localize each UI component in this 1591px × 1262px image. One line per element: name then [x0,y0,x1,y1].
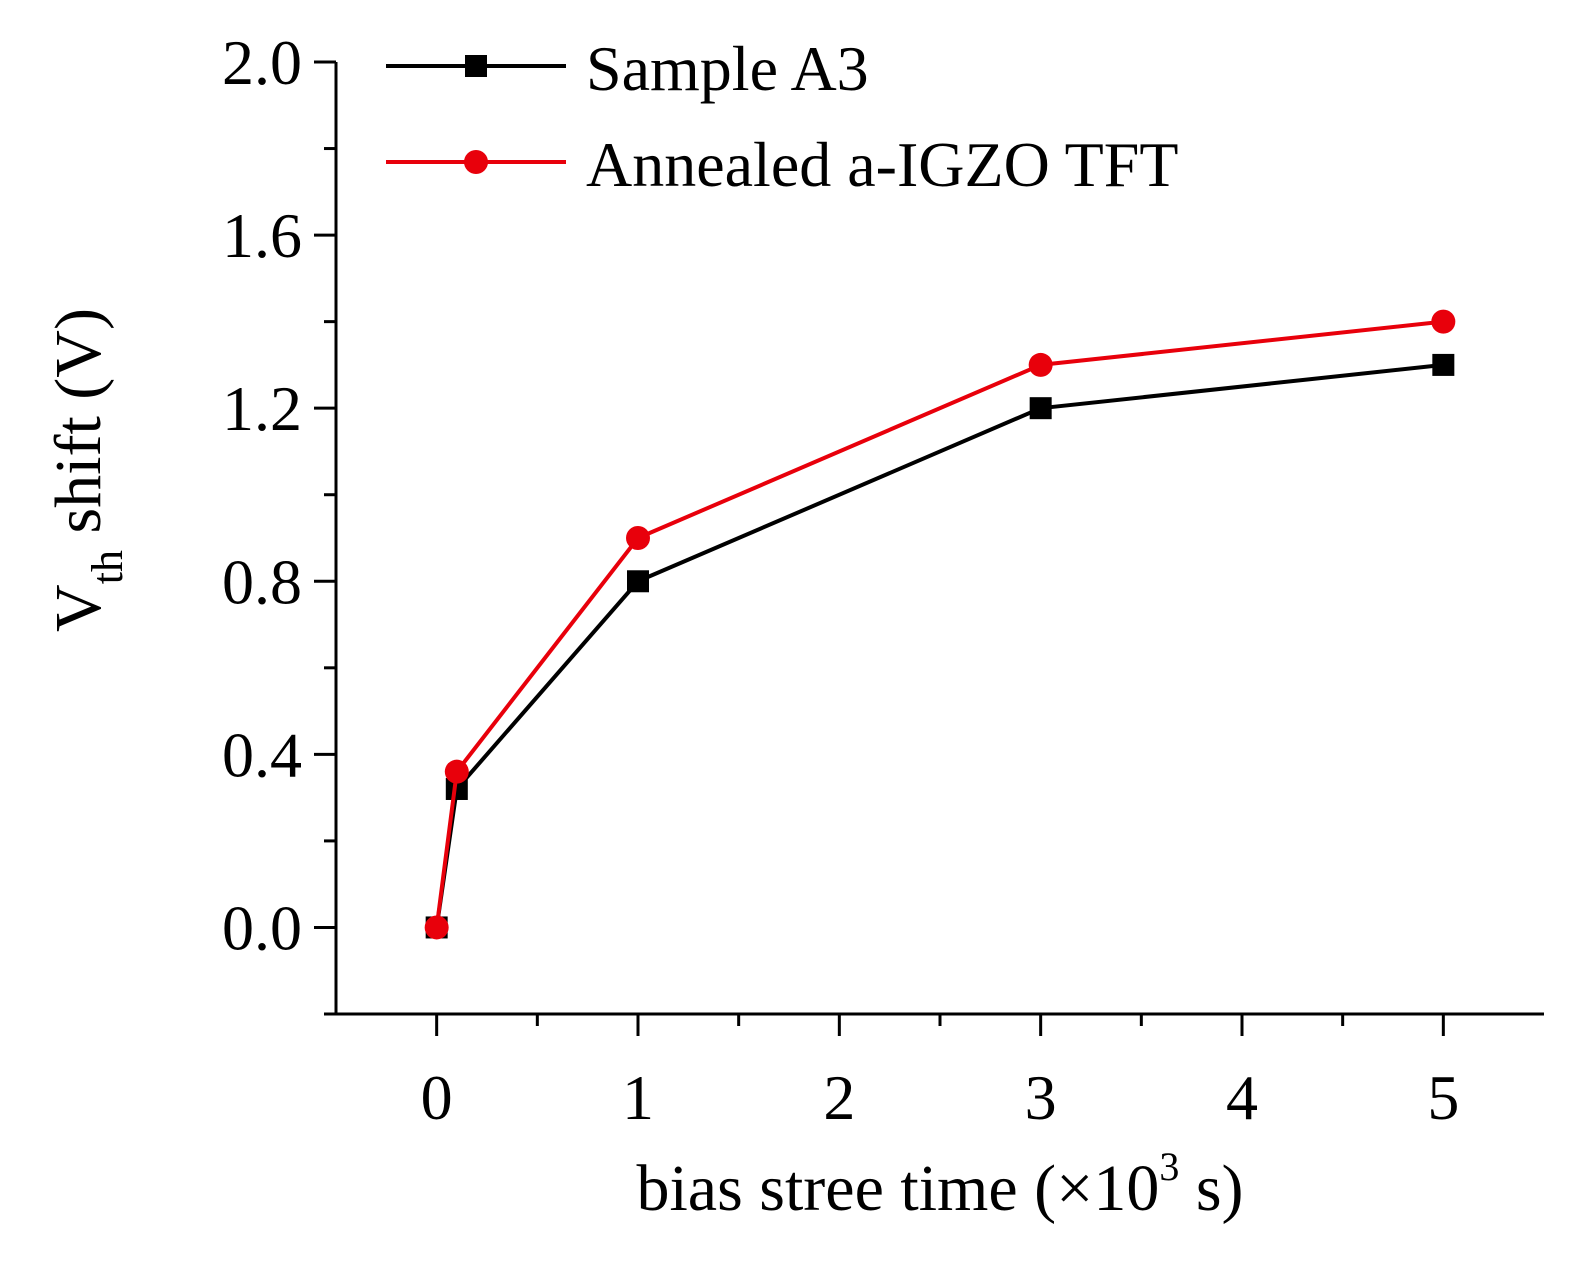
y-tick-label: 0.4 [222,719,302,790]
series-line [434,362,1444,928]
data-point [424,915,449,940]
series-2 [424,309,1456,940]
x-tick-label: 2 [823,1062,855,1133]
y-axis-title-subscript: th [83,550,132,584]
x-tick-label: 3 [1025,1062,1057,1133]
y-tick-label: 1.2 [222,373,302,444]
y-tick-label: 2.0 [222,27,302,98]
y-tick-label: 0.8 [222,546,302,617]
data-point [1431,309,1456,334]
series-line [434,319,1444,928]
x-tick-label: 4 [1226,1062,1258,1133]
legend-entry-1: Sample A3 [386,33,869,104]
y-axis-title-suffix: shift (V) [42,308,115,550]
data-point [1028,352,1053,377]
data-point [1432,353,1455,376]
x-tick-label: 5 [1427,1062,1459,1133]
y-axis-title-main: V [42,584,115,632]
legend-label: Sample A3 [586,33,869,104]
x-tick-label: 1 [622,1062,654,1133]
x-tick-label: 0 [421,1062,453,1133]
y-tick-label: 0.0 [222,892,302,963]
legend: Sample A3 Annealed a-IGZO TFT [386,33,1178,200]
y-tick-label: 1.6 [222,200,302,271]
data-point [626,526,650,550]
axes: 0.0 0.4 0.8 1.2 1.6 2.0 0 1 2 3 4 5 [222,27,1544,1133]
legend-entry-2: Annealed a-IGZO TFT [386,129,1178,200]
series-layer [424,309,1456,940]
y-axis-title: Vth shift (V) [42,308,132,632]
data-point [1029,397,1052,420]
data-point [627,570,649,593]
x-axis-title-superscript: 3 [1159,1144,1179,1189]
series-1 [425,353,1455,939]
legend-marker [464,150,488,174]
legend-marker [465,55,487,77]
data-point [444,759,469,784]
data-point [445,777,468,800]
legend-label: Annealed a-IGZO TFT [586,129,1178,200]
x-axis-title-suffix: s) [1179,1152,1243,1225]
x-axis-title: bias stree time (×103 s) [636,1144,1243,1225]
x-axis-title-main: bias stree time (×10 [636,1152,1159,1225]
